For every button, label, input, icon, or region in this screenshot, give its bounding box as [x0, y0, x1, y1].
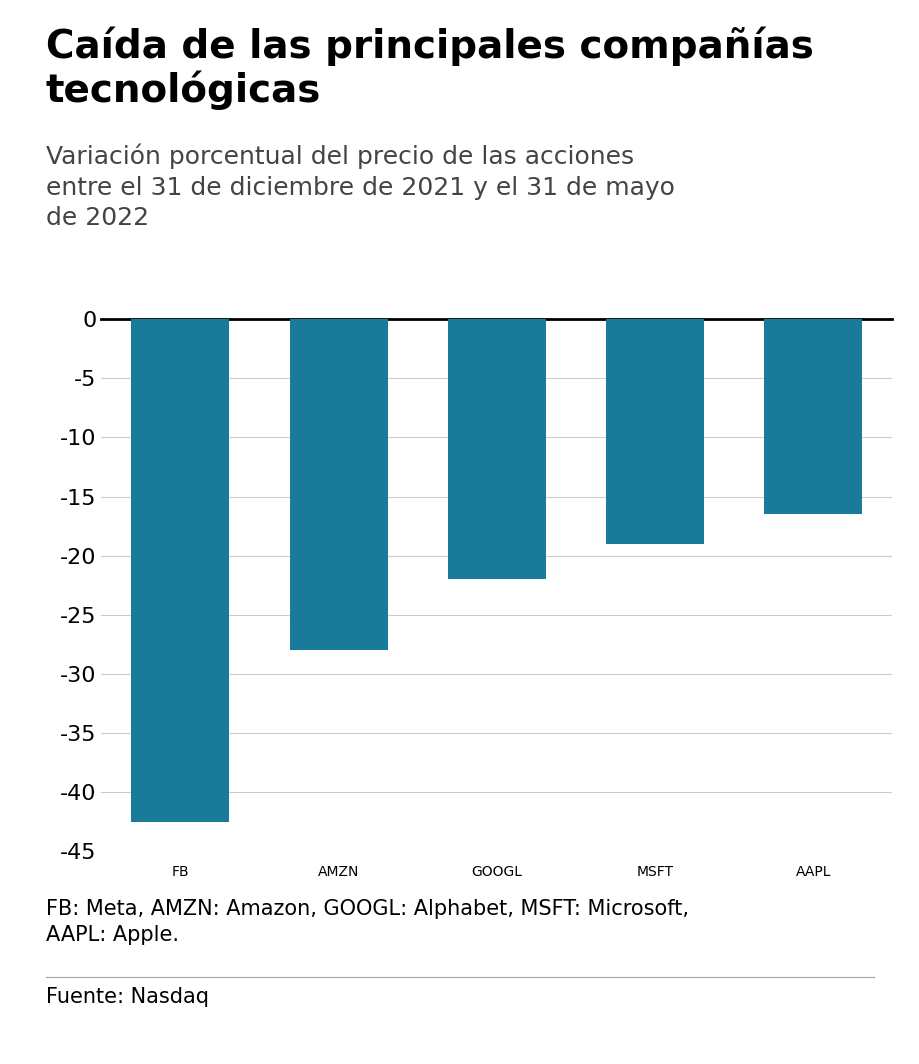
Text: Caída de las principales compañías
tecnológicas: Caída de las principales compañías tecno…	[46, 27, 813, 111]
Bar	[606, 319, 703, 544]
Bar	[131, 319, 229, 821]
Bar	[448, 319, 545, 579]
Bar	[289, 319, 387, 650]
Text: FB: Meta, AMZN: Amazon, GOOGL: Alphabet, MSFT: Microsoft,
AAPL: Apple.: FB: Meta, AMZN: Amazon, GOOGL: Alphabet,…	[46, 899, 688, 946]
Text: Fuente: Nasdaq: Fuente: Nasdaq	[46, 987, 209, 1008]
Text: BBC: BBC	[789, 1000, 838, 1017]
Text: Variación porcentual del precio de las acciones
entre el 31 de diciembre de 2021: Variación porcentual del precio de las a…	[46, 144, 675, 231]
Bar	[764, 319, 861, 514]
